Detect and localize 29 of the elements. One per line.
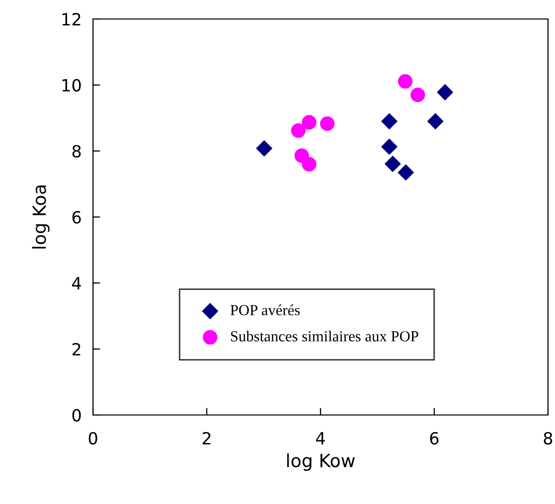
x-tick-label: 2 [202, 432, 210, 444]
point [302, 115, 316, 130]
point [384, 156, 401, 172]
y-tick-label: 0 [72, 408, 81, 422]
point [398, 74, 413, 89]
point [381, 113, 398, 130]
point [302, 156, 316, 172]
point [398, 164, 414, 181]
legend-label: Substances similaires aux POP [231, 330, 418, 342]
x-tick-label: 4 [316, 432, 325, 444]
y-tick-label: 10 [62, 78, 81, 92]
y-tick-label: 4 [72, 277, 81, 290]
y-tick-label: 2 [72, 342, 80, 356]
x-tick-label: 0 [88, 432, 98, 445]
point [381, 138, 398, 155]
legend-label: POP avérés [230, 304, 300, 316]
y-axis-title: log Koa [32, 185, 50, 248]
point [256, 140, 272, 157]
point [427, 113, 444, 130]
x-axis-title: log Kow [287, 453, 355, 471]
y-tick-label: 8 [72, 144, 81, 158]
x-tick-label: 6 [430, 432, 439, 445]
point [291, 123, 306, 138]
y-tick-label: 6 [72, 210, 81, 224]
point [320, 116, 335, 131]
point [436, 84, 454, 100]
y-tick-label: 12 [62, 12, 80, 26]
x-tick-label: 8 [544, 432, 552, 445]
point [410, 88, 426, 102]
